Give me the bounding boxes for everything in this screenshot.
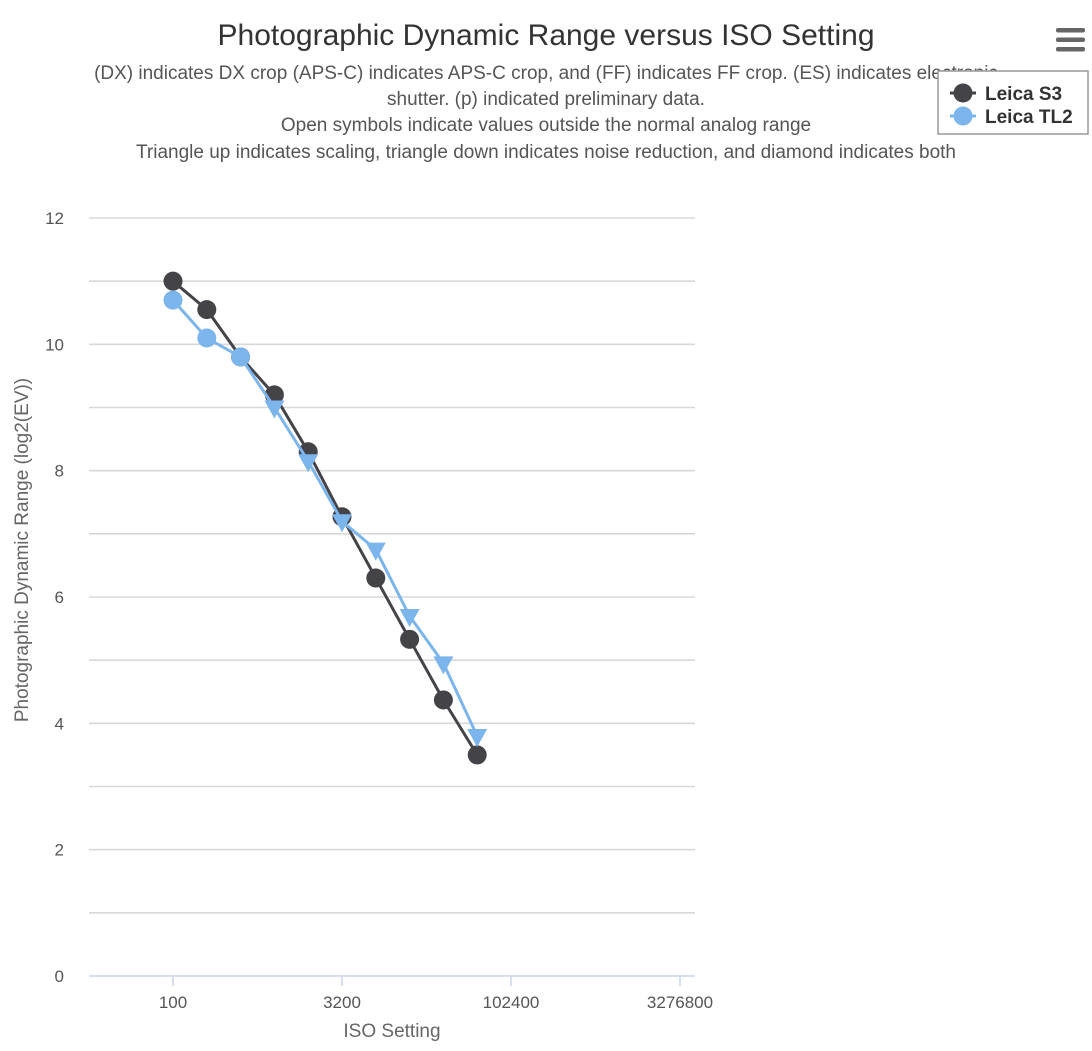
series-line-leica-tl2 (171, 299, 479, 737)
data-point-leica-tl2[interactable] (467, 728, 488, 747)
chart-subtitle-line-2: shutter. (p) indicated preliminary data. (387, 89, 705, 110)
data-point-leica-tl2[interactable] (197, 328, 217, 348)
legend-marker-leica-tl2 (953, 106, 973, 126)
data-point-leica-s3[interactable] (197, 300, 217, 320)
x-tick-label: 3276800 (647, 993, 713, 1012)
y-tick-label: 2 (55, 841, 64, 860)
legend: Leica S3 Leica TL2 (937, 70, 1089, 135)
data-point-leica-tl2[interactable] (298, 454, 319, 473)
x-tick-label: 100 (159, 993, 187, 1012)
data-point-leica-tl2[interactable] (433, 656, 454, 675)
legend-label-leica-s3: Leica S3 (985, 84, 1062, 105)
data-point-leica-tl2[interactable] (399, 608, 420, 627)
data-point-leica-tl2[interactable] (365, 542, 386, 561)
text-layer: Photographic Dynamic Range versus ISO Se… (12, 19, 998, 1042)
hamburger-menu-icon (1056, 28, 1085, 52)
legend-item-leica-tl2[interactable]: Leica TL2 (950, 106, 1073, 129)
chart-title: Photographic Dynamic Range versus ISO Se… (218, 19, 875, 52)
axis-layer: 0 2 4 6 8 10 12 100 3200 102400 3276800 (45, 209, 713, 1012)
x-tick-label: 3200 (323, 993, 361, 1012)
legend-label-leica-tl2: Leica TL2 (985, 107, 1073, 128)
grid-layer (89, 217, 695, 914)
y-tick-label: 4 (55, 714, 64, 733)
data-point-leica-s3[interactable] (433, 690, 453, 710)
chart-menu-button[interactable] (1050, 24, 1090, 58)
series-leica-tl2 (163, 290, 488, 747)
x-axis-title: ISO Setting (343, 1021, 440, 1042)
data-point-leica-tl2[interactable] (231, 347, 251, 367)
legend-item-leica-s3[interactable]: Leica S3 (950, 83, 1062, 106)
data-point-leica-s3[interactable] (366, 568, 386, 588)
y-axis-title: Photographic Dynamic Range (log2(EV)) (12, 378, 33, 722)
y-tick-label: 12 (45, 209, 64, 228)
series-layer (163, 271, 488, 765)
data-point-leica-s3[interactable] (467, 745, 487, 765)
data-point-leica-tl2[interactable] (163, 290, 183, 310)
x-tick-label: 102400 (483, 993, 540, 1012)
chart-subtitle-line-3: Open symbols indicate values outside the… (281, 115, 811, 136)
series-line-leica-s3 (172, 280, 479, 756)
y-tick-label: 8 (55, 462, 64, 481)
data-point-leica-tl2[interactable] (264, 400, 285, 419)
legend-marker-leica-s3 (953, 83, 973, 103)
y-tick-label: 6 (55, 588, 64, 607)
chart-subtitle-line-4: Triangle up indicates scaling, triangle … (136, 142, 956, 163)
data-point-leica-tl2[interactable] (332, 514, 352, 533)
chart-subtitle-line-1: (DX) indicates DX crop (APS-C) indicates… (94, 63, 998, 84)
y-tick-label: 0 (55, 967, 64, 986)
data-point-leica-s3[interactable] (163, 271, 183, 291)
y-tick-label: 10 (45, 335, 64, 354)
data-point-leica-s3[interactable] (400, 629, 420, 649)
